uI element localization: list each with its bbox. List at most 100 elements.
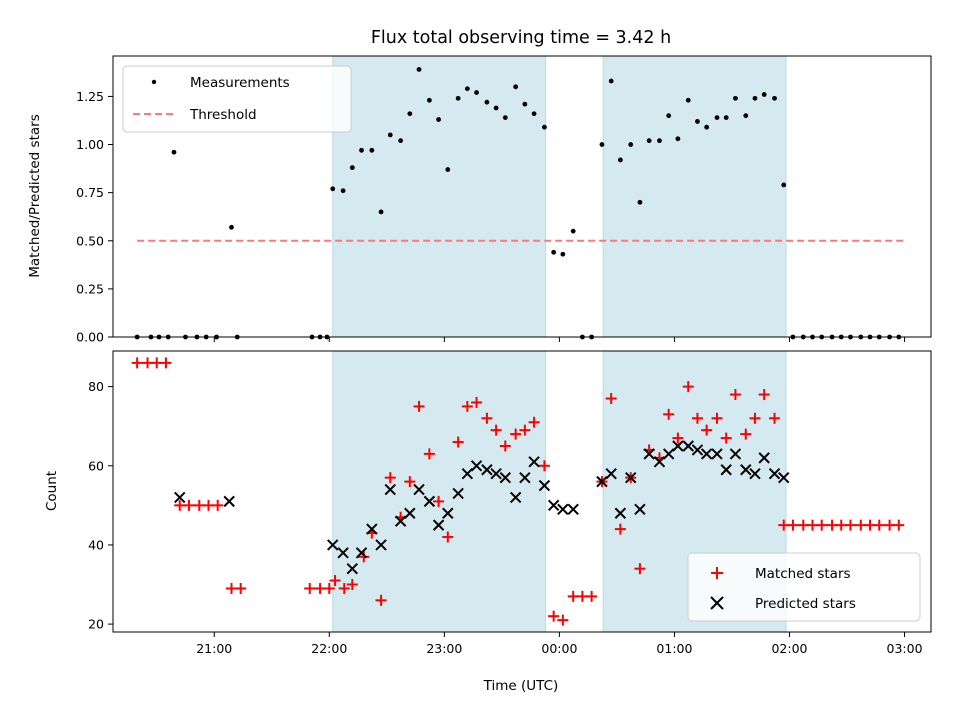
matched-star-point <box>826 519 838 531</box>
matched-star-point <box>797 519 809 531</box>
predicted-star-point <box>490 467 502 480</box>
measurement-point <box>723 115 729 120</box>
matched-star-point <box>413 400 425 412</box>
ratio-panel: 0.00 0.25 0.50 0.75 1.00 1.25 Measurements Th… <box>27 55 932 345</box>
predicted-star-point <box>355 547 368 559</box>
measurement-point <box>378 209 384 215</box>
predicted-star-point <box>720 464 732 476</box>
x-tick-label: 02:00 <box>771 641 807 656</box>
predicted-star-point <box>442 507 454 519</box>
matched-star-point <box>711 412 723 424</box>
measurement-point <box>445 167 451 172</box>
measurement-point <box>407 111 413 117</box>
matched-star-point <box>519 424 531 436</box>
matched-star-point <box>375 594 387 606</box>
matched-star-point <box>864 519 876 531</box>
matched-star-point <box>346 579 358 591</box>
predicted-star-point <box>778 471 790 484</box>
predicted-star-point <box>643 448 655 460</box>
y-tick-label: 0.00 <box>76 330 104 345</box>
measurement-point <box>359 147 364 153</box>
predicted-star-point <box>691 444 704 456</box>
predicted-star-point <box>567 503 579 516</box>
legend-matched-label: Matched stars <box>755 566 851 582</box>
legend-predicted-label: Predicted stars <box>755 596 856 612</box>
measurement-point <box>560 251 566 257</box>
measurement-point <box>387 132 393 138</box>
predicted-stars-points <box>174 440 790 575</box>
count-axes: 20 40 60 80 21:00 22:00 23:00 00:00 01:00 02:00 03… <box>88 379 922 656</box>
matched-star-point <box>893 519 905 531</box>
legend-predicted-marker <box>710 596 724 610</box>
predicted-star-point <box>700 448 713 460</box>
measurement-point <box>369 147 375 153</box>
matched-star-point <box>404 476 416 488</box>
matched-star-point <box>183 499 195 511</box>
predicted-star-point <box>174 491 186 504</box>
predicted-star-point <box>729 448 742 460</box>
count-y-axis-label: Count <box>44 471 60 511</box>
measurement-point <box>761 92 767 97</box>
ratio-legend: Measurements Threshold <box>122 65 352 133</box>
measurement-point <box>513 84 519 90</box>
matched-star-point <box>605 392 617 404</box>
predicted-star-point <box>413 483 425 496</box>
matched-star-point <box>329 575 341 587</box>
measurement-point <box>229 224 234 230</box>
predicted-star-point <box>634 503 646 516</box>
matched-star-point <box>682 381 694 393</box>
predicted-star-point <box>605 467 617 480</box>
measurement-point <box>531 111 537 117</box>
ratio-plot-frame <box>112 55 932 338</box>
measurement-point <box>617 157 623 163</box>
predicted-star-point <box>384 483 396 496</box>
matched-star-point <box>433 495 445 507</box>
ratio-axes: 0.00 0.25 0.50 0.75 1.00 1.25 <box>76 89 906 345</box>
matched-star-point <box>538 460 550 472</box>
predicted-star-point <box>394 515 407 527</box>
y-tick-label: 40 <box>88 537 104 552</box>
y-tick-label: 0.50 <box>76 233 104 248</box>
matched-star-point <box>749 412 761 424</box>
matched-star-point <box>452 436 464 448</box>
measurement-point <box>340 188 346 194</box>
measurement-point <box>455 95 461 101</box>
matched-star-point <box>304 582 316 594</box>
measurement-point <box>743 113 749 119</box>
measurement-point <box>436 117 441 122</box>
x-tick-label: 01:00 <box>656 641 692 656</box>
matched-star-point <box>884 519 896 531</box>
matched-star-point <box>481 412 493 424</box>
x-tick-label: 21:00 <box>196 641 232 656</box>
matched-star-point <box>510 428 522 440</box>
measurement-point <box>646 138 652 144</box>
matched-star-point <box>663 408 675 420</box>
predicted-star-point <box>538 479 551 492</box>
matched-star-point <box>212 499 224 511</box>
matched-star-point <box>835 519 847 531</box>
y-tick-label: 0.25 <box>76 281 104 296</box>
measurement-point <box>522 101 528 107</box>
measurement-point <box>714 115 720 120</box>
matched-star-point <box>202 499 214 511</box>
matched-star-point <box>567 590 579 602</box>
matched-star-point <box>235 582 247 594</box>
matched-star-point <box>729 389 741 401</box>
count-plot-frame <box>112 350 932 633</box>
matched-star-point <box>548 610 560 622</box>
legend-matched-marker <box>711 567 723 579</box>
y-tick-label: 80 <box>88 379 104 394</box>
measurement-point <box>426 97 432 103</box>
predicted-star-point <box>452 487 464 500</box>
ratio-y-axis-label: Matched/Predicted stars <box>27 114 43 277</box>
measurement-point <box>666 113 672 119</box>
measurement-point <box>685 97 691 103</box>
matched-star-point <box>142 357 154 369</box>
predicted-star-point <box>509 491 522 504</box>
predicted-star-point <box>758 452 770 464</box>
matched-star-point <box>490 424 502 436</box>
matched-star-point <box>672 432 684 444</box>
matched-star-point <box>614 523 626 535</box>
predicted-star-point <box>528 456 540 468</box>
